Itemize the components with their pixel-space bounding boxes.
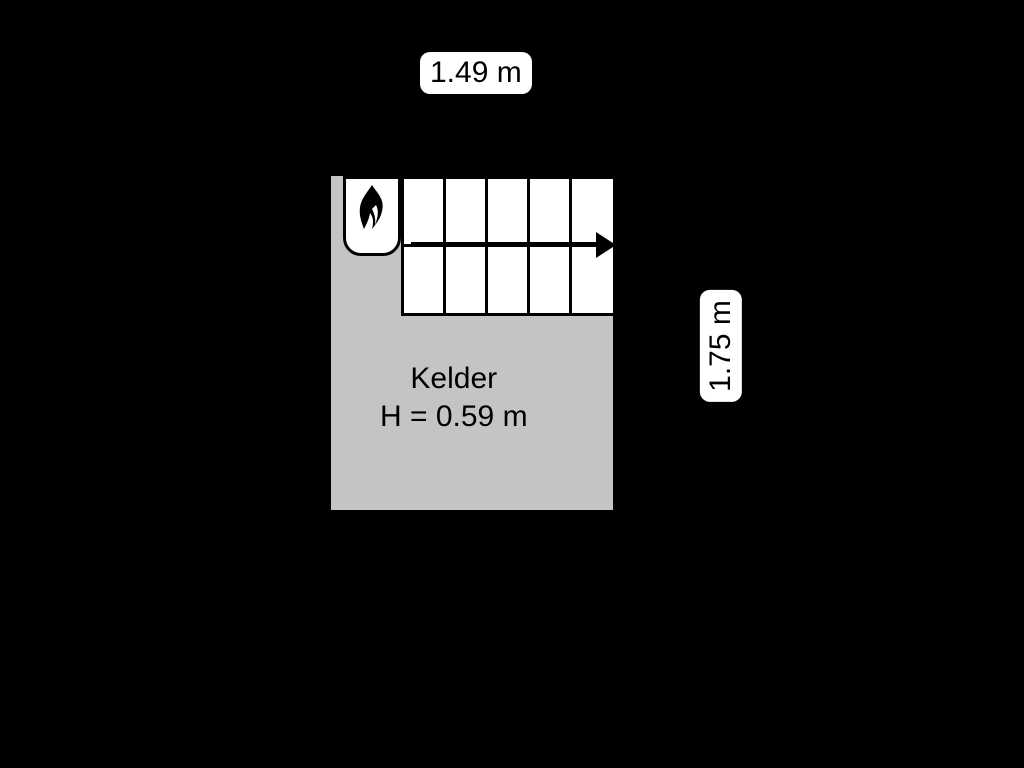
stairs <box>401 176 613 316</box>
boiler-icon <box>343 176 401 256</box>
stair-direction-arrow <box>401 176 613 316</box>
dimension-top: 1.49 m <box>420 52 532 94</box>
flame-icon <box>357 185 387 229</box>
room-name: Kelder <box>380 360 528 398</box>
room-label: Kelder H = 0.59 m <box>380 360 528 435</box>
room-height: H = 0.59 m <box>380 398 528 436</box>
dimension-right: 1.75 m <box>700 290 742 402</box>
floor-plan: Kelder H = 0.59 m 1.49 m 1.75 m <box>0 0 1024 768</box>
